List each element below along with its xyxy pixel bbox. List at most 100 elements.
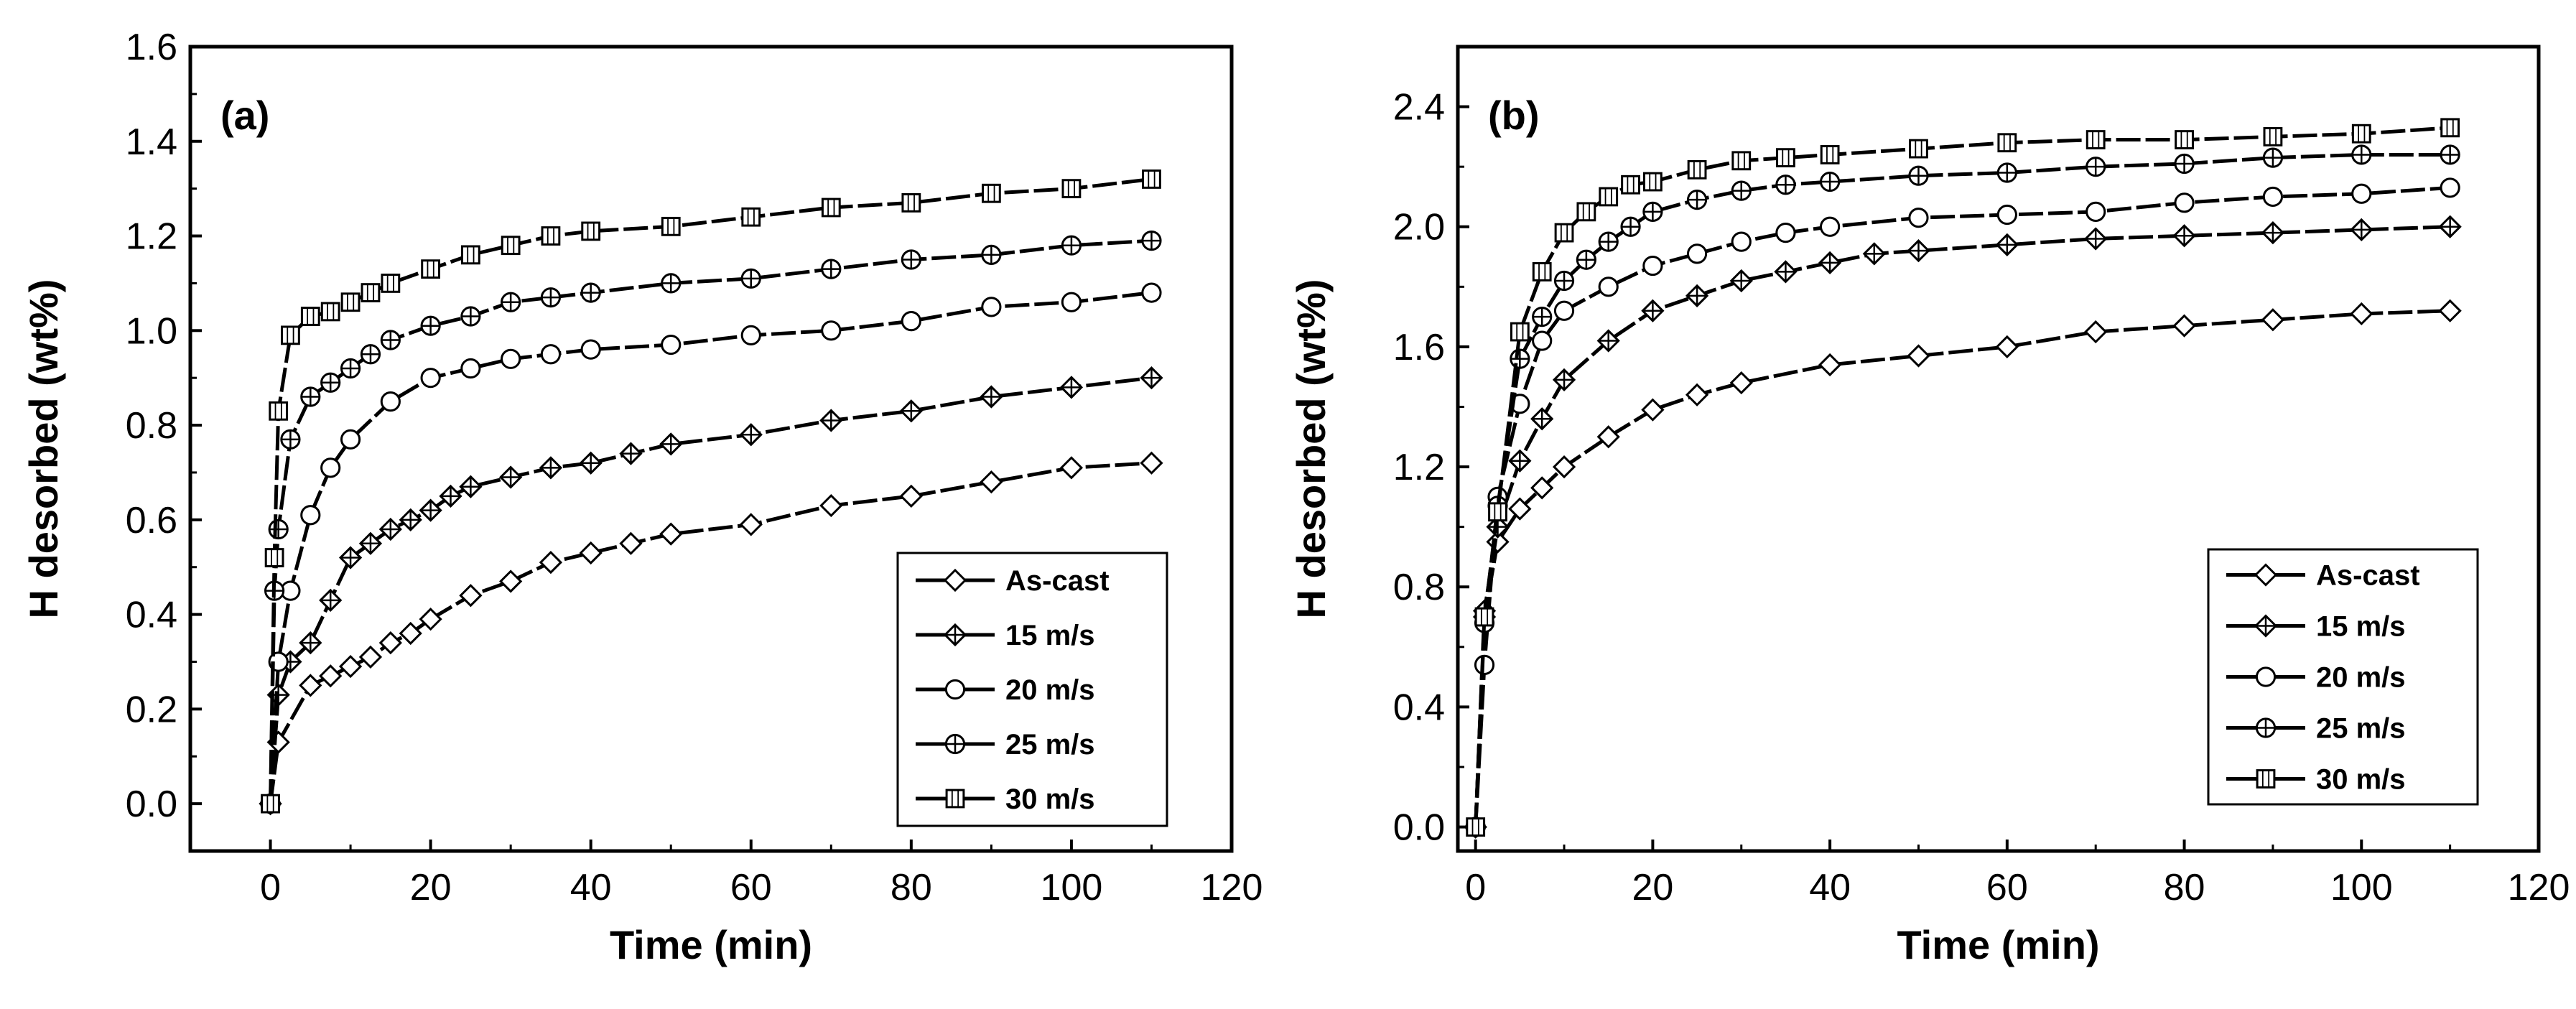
- series-30-m-s: [261, 169, 1161, 814]
- data-point: [821, 259, 842, 279]
- data-point: [581, 221, 601, 241]
- data-point: [1576, 202, 1596, 222]
- y-tick-label: 0.8: [126, 405, 177, 447]
- data-point: [378, 517, 402, 541]
- data-point: [338, 654, 363, 679]
- x-axis-title: Time (min): [610, 922, 812, 967]
- data-point: [2261, 220, 2285, 245]
- data-point: [619, 531, 643, 555]
- y-tick-label: 1.2: [1393, 447, 1445, 488]
- series-25-m-s: [260, 231, 1162, 814]
- data-point: [358, 531, 383, 555]
- data-point: [2351, 124, 2371, 144]
- data-point: [1576, 249, 1596, 270]
- data-point: [338, 546, 363, 569]
- data-point: [1729, 371, 1753, 395]
- data-point: [1642, 201, 1663, 222]
- data-point: [2174, 153, 2195, 175]
- data-point: [300, 386, 321, 407]
- legend-marker: [944, 679, 966, 700]
- data-point: [981, 244, 1002, 265]
- data-point: [899, 484, 923, 508]
- data-point: [1818, 251, 1842, 275]
- series-as-cast: [259, 451, 1163, 816]
- data-point: [541, 226, 561, 246]
- data-point: [320, 372, 341, 393]
- data-point: [1466, 817, 1486, 837]
- data-point: [1641, 398, 1665, 422]
- data-point: [381, 274, 401, 293]
- data-point: [380, 330, 401, 350]
- panel-label: (b): [1488, 93, 1540, 138]
- data-point: [1775, 223, 1796, 243]
- data-point: [2263, 126, 2283, 147]
- data-point: [320, 302, 340, 322]
- legend-label: 20 m/s: [1005, 674, 1095, 706]
- panel-label: (a): [220, 93, 269, 138]
- data-point: [539, 550, 563, 575]
- data-point: [2172, 314, 2196, 338]
- legend-marker: [945, 789, 965, 809]
- data-point: [2084, 320, 2108, 344]
- data-point: [1508, 449, 1532, 473]
- data-point: [2350, 302, 2373, 326]
- data-point: [1731, 151, 1752, 171]
- x-tick-label: 120: [2508, 867, 2570, 908]
- data-point: [2351, 183, 2372, 204]
- x-tick-label: 60: [1986, 867, 2028, 908]
- data-point: [1141, 231, 1162, 251]
- x-tick-label: 100: [2330, 867, 2393, 908]
- legend-label: As-cast: [2316, 560, 2420, 592]
- chart-panel-a: 0 20 40 60 80 100 120 0.0 0.2 0.4 0.6 0.8 1.0 1.2 1.4 1…: [21, 27, 1263, 967]
- data-point: [1059, 376, 1084, 399]
- data-point: [380, 391, 401, 412]
- data-point: [1552, 455, 1576, 479]
- x-tick-label: 40: [570, 867, 612, 908]
- x-tick-label: 120: [1201, 867, 1263, 908]
- series-25-m-s: [1465, 144, 2460, 837]
- y-tick-label: 0.4: [126, 595, 177, 636]
- x-tick-label: 80: [2164, 867, 2205, 908]
- data-point: [2084, 227, 2108, 251]
- data-point: [539, 456, 563, 480]
- data-point: [1061, 292, 1082, 312]
- series-line: [1474, 309, 2450, 827]
- data-point: [2086, 157, 2106, 177]
- data-point: [1620, 216, 1641, 237]
- x-tick-label: 40: [1809, 867, 1851, 908]
- data-point: [2174, 192, 2195, 213]
- legend-label: 15 m/s: [2316, 611, 2406, 643]
- plot-frame: [188, 45, 1234, 853]
- data-point: [901, 193, 921, 213]
- legend-label: 15 m/s: [1005, 620, 1095, 651]
- data-point: [1687, 159, 1707, 180]
- data-point: [1729, 269, 1753, 293]
- data-point: [579, 541, 603, 565]
- data-point: [1995, 233, 2019, 256]
- data-point: [340, 429, 361, 450]
- data-point: [1488, 502, 1507, 522]
- data-point: [1997, 133, 2017, 153]
- data-point: [1908, 208, 1929, 228]
- legend-label: 20 m/s: [2316, 662, 2406, 694]
- data-point: [340, 358, 361, 379]
- x-tick-label: 100: [1041, 867, 1103, 908]
- data-point: [2261, 308, 2285, 332]
- y-axis-title: H desorbed (wt%): [1288, 279, 1334, 619]
- data-point: [378, 631, 402, 655]
- data-point: [661, 216, 681, 236]
- legend-label: 30 m/s: [2316, 764, 2406, 796]
- legend-marker: [2254, 563, 2278, 587]
- legend-marker: [2255, 717, 2277, 738]
- data-point: [740, 268, 761, 289]
- data-point: [580, 339, 601, 360]
- data-point: [501, 292, 521, 312]
- data-point: [2175, 130, 2194, 149]
- data-point: [420, 315, 441, 336]
- data-point: [1731, 180, 1752, 201]
- data-point: [1686, 243, 1708, 264]
- data-point: [460, 245, 480, 265]
- data-point: [981, 297, 1002, 317]
- data-point: [300, 505, 321, 526]
- data-point: [1530, 407, 1554, 431]
